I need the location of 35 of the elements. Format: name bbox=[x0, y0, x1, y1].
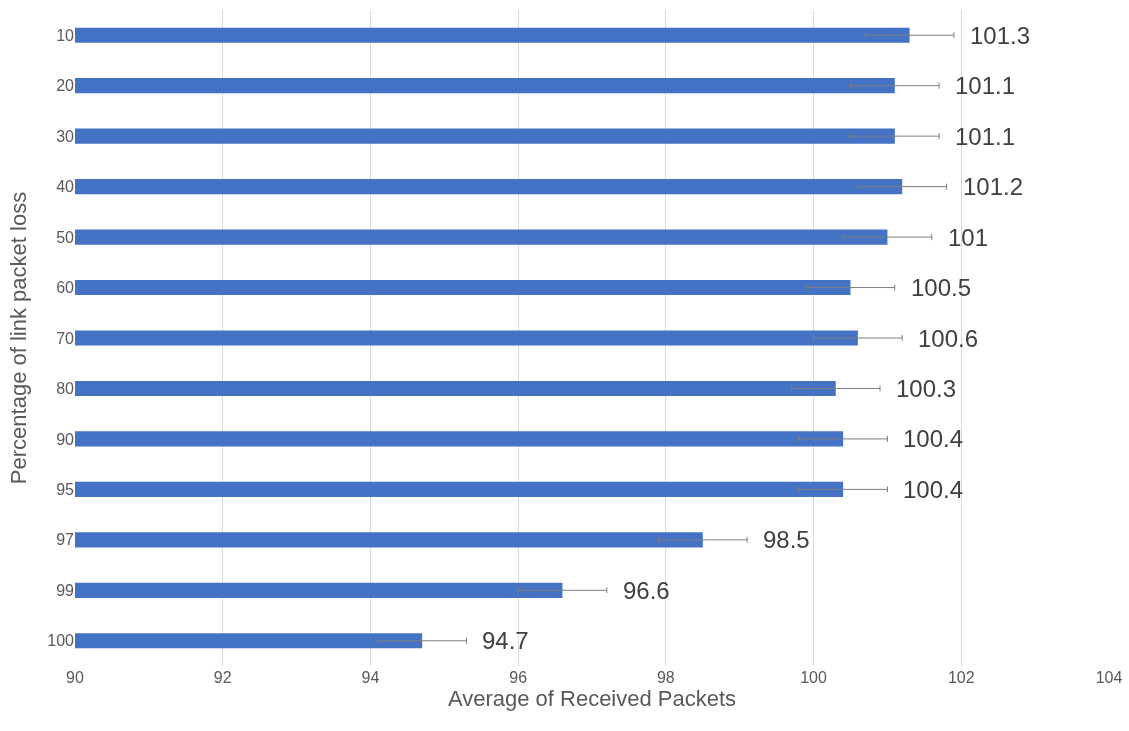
y-tick-label: 10 bbox=[56, 26, 75, 44]
data-label: 98.5 bbox=[763, 526, 810, 553]
x-tick-label: 102 bbox=[947, 669, 975, 686]
data-label: 100.4 bbox=[903, 425, 964, 452]
y-axis-title: Percentage of link packet loss bbox=[6, 191, 32, 485]
y-tick-label: 80 bbox=[56, 380, 75, 398]
data-label: 94.7 bbox=[482, 627, 529, 654]
data-label: 96.6 bbox=[623, 577, 670, 604]
data-label: 101.1 bbox=[955, 72, 1016, 99]
y-tick-label: 97 bbox=[56, 531, 75, 549]
y-tick-label: 70 bbox=[56, 329, 75, 347]
data-label: 100.6 bbox=[918, 325, 979, 352]
y-tick-label: 60 bbox=[56, 279, 75, 297]
x-tick-label: 92 bbox=[213, 669, 232, 686]
data-label: 101 bbox=[948, 224, 989, 251]
x-tick-label: 104 bbox=[1095, 669, 1123, 686]
data-label: 100.5 bbox=[911, 274, 972, 301]
x-axis-title: Average of Received Packets bbox=[447, 686, 737, 711]
y-tick-label: 40 bbox=[56, 178, 75, 196]
y-tick-label: 20 bbox=[56, 77, 75, 95]
y-tick-label: 50 bbox=[56, 228, 75, 246]
x-tick-label: 98 bbox=[656, 669, 675, 686]
y-tick-label: 100 bbox=[47, 632, 75, 650]
data-label: 100.3 bbox=[896, 375, 957, 402]
y-tick-label: 95 bbox=[56, 480, 75, 498]
y-tick-label: 99 bbox=[56, 581, 75, 599]
x-tick-label: 100 bbox=[800, 669, 828, 686]
y-tick-label: 30 bbox=[56, 127, 75, 145]
x-tick-label: 94 bbox=[361, 669, 380, 686]
data-label: 101.2 bbox=[963, 173, 1024, 200]
data-label: 101.3 bbox=[970, 22, 1031, 49]
x-tick-label: 96 bbox=[509, 669, 528, 686]
y-tick-label: 90 bbox=[56, 430, 75, 448]
data-label: 101.1 bbox=[955, 123, 1016, 150]
data-label: 100.4 bbox=[903, 476, 964, 503]
